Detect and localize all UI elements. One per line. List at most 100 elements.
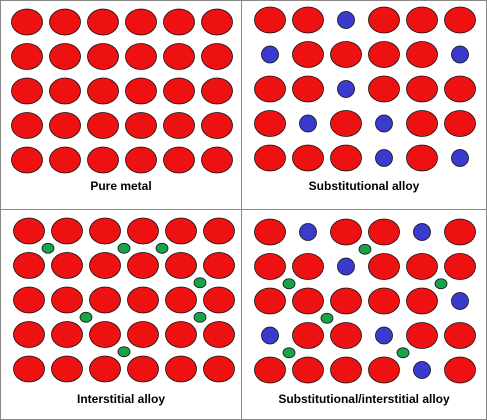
metal-atom (330, 218, 362, 246)
metal-atom (330, 322, 362, 349)
interstitial-atom (320, 312, 334, 324)
metal-atom (49, 77, 81, 105)
substitutional-atom (451, 45, 469, 64)
substitutional-atom (451, 292, 469, 310)
metal-atom (292, 144, 324, 172)
metal-atom (87, 77, 119, 105)
metal-atom (203, 286, 235, 314)
pure-metal-panel: Pure metal (0, 0, 242, 210)
metal-atom (13, 321, 45, 348)
substitutional-atom (299, 114, 317, 133)
interstitial-atom (117, 242, 131, 254)
interstitial-atom (282, 278, 296, 290)
metal-atom (49, 43, 81, 70)
metal-atom (330, 144, 362, 172)
metal-atom (203, 355, 235, 383)
substitutional-interstitial-alloy-panel: Substitutional/interstitial alloy (241, 209, 487, 420)
interstitial-atom (41, 242, 55, 254)
metal-atom (444, 322, 476, 349)
metal-atom (368, 287, 400, 315)
metal-atom (165, 286, 197, 314)
metal-atom (330, 41, 362, 68)
metal-atom (127, 355, 159, 383)
metal-atom (13, 286, 45, 314)
metal-atom (13, 252, 45, 279)
interstitial-atom (193, 311, 207, 323)
metal-atom (163, 112, 195, 139)
metal-atom (406, 6, 438, 34)
substitutional-alloy-panel: Substitutional alloy (241, 0, 487, 210)
substitutional-atom (375, 149, 393, 167)
metal-atom (254, 6, 286, 34)
metal-atom (444, 356, 476, 384)
metal-atom (125, 112, 157, 139)
metal-atom (292, 41, 324, 68)
metal-atom (127, 217, 159, 245)
substitutional-atom (337, 80, 355, 98)
metal-atom (203, 217, 235, 245)
pure-metal-caption: Pure metal (90, 179, 152, 193)
metal-atom (163, 146, 195, 174)
metal-atom (13, 355, 45, 383)
metal-atom (201, 77, 233, 105)
metal-atom (89, 217, 121, 245)
metal-atom (89, 252, 121, 279)
metal-atom (254, 218, 286, 246)
metal-atom (254, 110, 286, 137)
interstitial-atom (155, 242, 169, 254)
metal-atom (368, 6, 400, 34)
metal-atom (127, 321, 159, 348)
interstitial-atom (434, 278, 448, 290)
metal-atom (406, 253, 438, 280)
metal-atom (201, 8, 233, 36)
metal-atom (125, 8, 157, 36)
metal-atom (330, 356, 362, 384)
metal-atom (125, 77, 157, 105)
metal-atom (11, 43, 43, 70)
substitutional-atom (413, 361, 431, 379)
metal-atom (444, 75, 476, 103)
metal-atom (406, 41, 438, 68)
metal-atom (163, 43, 195, 70)
metal-atom (89, 321, 121, 348)
metal-atom (87, 43, 119, 70)
metal-atom (163, 8, 195, 36)
interstitial-alloy-lattice (13, 217, 235, 383)
metal-atom (368, 356, 400, 384)
metal-atom (89, 286, 121, 314)
substitutional-atom (299, 223, 317, 241)
metal-atom (292, 253, 324, 280)
substitutional-atom (261, 45, 279, 64)
substitutional-atom (261, 326, 279, 345)
metal-atom (125, 146, 157, 174)
metal-atom (368, 41, 400, 68)
metal-atom (292, 356, 324, 384)
metal-atom (203, 321, 235, 348)
interstitial-atom (193, 277, 207, 289)
metal-atom (11, 112, 43, 139)
metal-atom (11, 77, 43, 105)
metal-atom (51, 355, 83, 383)
metal-atom (406, 110, 438, 137)
pure-metal-lattice (11, 8, 233, 174)
metal-atom (203, 252, 235, 279)
metal-atom (254, 144, 286, 172)
metal-atom (368, 75, 400, 103)
substitutional-atom (375, 326, 393, 345)
substitutional-atom (413, 223, 431, 241)
metal-atom (165, 355, 197, 383)
interstitial-atom (396, 347, 410, 359)
metal-atom (127, 252, 159, 279)
metal-atom (87, 8, 119, 36)
metal-atom (163, 77, 195, 105)
metal-atom (51, 252, 83, 279)
substitutional-interstitial-alloy-lattice (254, 218, 476, 384)
metal-atom (49, 146, 81, 174)
metal-atom (49, 112, 81, 139)
metal-atom (292, 322, 324, 349)
metal-atom (51, 217, 83, 245)
metal-atom (51, 321, 83, 348)
metal-atom (444, 218, 476, 246)
substitutional-alloy-lattice (254, 6, 476, 172)
